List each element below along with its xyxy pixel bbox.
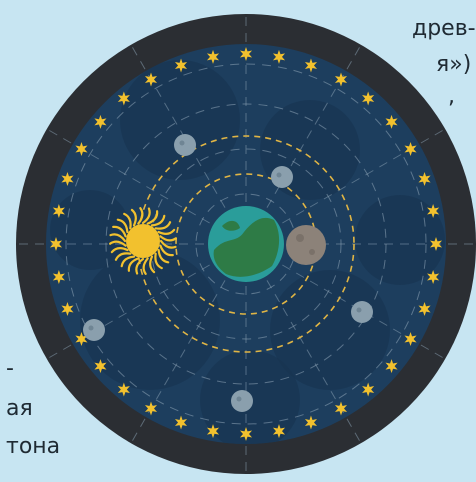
star-icon (94, 359, 107, 374)
planet-icon (231, 390, 253, 412)
star-icon (174, 58, 188, 73)
star-icon (94, 114, 107, 129)
star-icon (427, 269, 440, 284)
sky-shade (80, 250, 220, 390)
sky-shade (50, 190, 130, 270)
star-icon (75, 332, 88, 346)
orbit-ring (137, 135, 355, 353)
star-icon (385, 359, 398, 374)
text-fragment: - (6, 356, 14, 381)
star-icon (362, 91, 375, 106)
star-icon (272, 424, 286, 439)
planet-icon (271, 166, 293, 188)
text-fragment: древ- (412, 16, 476, 41)
star-icon (117, 382, 130, 397)
star-icon (385, 114, 398, 129)
star-icon (174, 415, 188, 430)
star-icon (52, 204, 65, 219)
star-icon (239, 47, 253, 61)
sky-shade (270, 270, 390, 390)
star-icon (75, 142, 88, 156)
text-fragment: ая (6, 396, 33, 421)
star-icon (117, 91, 130, 106)
star-icon (52, 269, 65, 284)
text-fragment: , (448, 84, 455, 109)
star-icon (304, 415, 318, 430)
star-icon (418, 172, 431, 187)
star-icon (49, 237, 63, 251)
earth-icon (208, 206, 284, 282)
star-icon (144, 401, 158, 416)
star-icon (404, 142, 417, 156)
star-icon (239, 427, 253, 441)
star-icon (206, 49, 220, 64)
planet-icon (83, 319, 105, 341)
planet-icon (174, 134, 196, 156)
star-icon (61, 172, 74, 187)
celestial-bodies (83, 134, 373, 412)
star-icon (334, 72, 348, 87)
text-fragment: я») (436, 52, 472, 77)
star-icon (429, 237, 443, 251)
star-ring (49, 47, 443, 441)
sky-shade (355, 195, 445, 285)
sun-icon (109, 207, 177, 275)
guide-circle (65, 63, 427, 425)
sky-shade (120, 60, 240, 180)
text-fragment: тона (6, 434, 61, 459)
planet-icon (351, 301, 373, 323)
star-icon (144, 72, 158, 87)
star-icon (206, 424, 220, 439)
moon-icon (286, 225, 326, 265)
star-icon (304, 58, 318, 73)
star-icon (272, 49, 286, 64)
star-icon (427, 204, 440, 219)
star-icon (418, 301, 431, 316)
star-icon (334, 401, 348, 416)
star-icon (404, 332, 417, 346)
star-icon (362, 382, 375, 397)
star-icon (61, 301, 74, 316)
